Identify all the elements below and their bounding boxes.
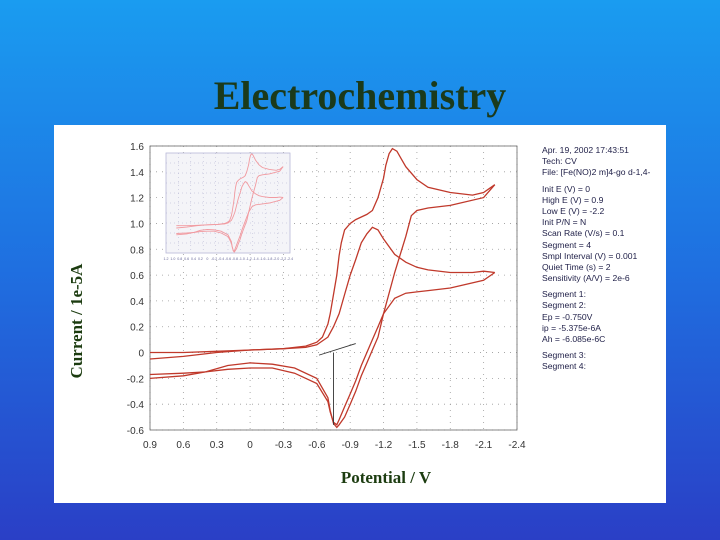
cv-curve	[149, 184, 496, 429]
y-tick-label: 1.6	[130, 142, 144, 153]
inset-tick-label: 1.0	[170, 257, 175, 261]
chart-panel: 0.9 0.6 0.3 0 -0.3 -0.6 -0.9 -1.2 -1.5 -1.8 -2.1 -2…	[54, 125, 666, 503]
axes	[149, 145, 518, 431]
y-tick-label: 0.2	[130, 323, 144, 334]
info-line: Segment 3:	[542, 350, 586, 361]
inset-curve	[176, 166, 284, 253]
x-tick-label: 0.6	[176, 440, 190, 451]
info-line: High E (V) = 0.9	[542, 194, 604, 205]
y-tick-label: 1.0	[130, 219, 144, 230]
info-line: Tech: CV	[542, 156, 577, 167]
y-tick-label: 0	[138, 349, 144, 360]
x-tick-label: -2.4	[508, 440, 526, 451]
inset-tick-label: -1.2	[246, 257, 252, 261]
y-tick-label: -0.2	[127, 374, 145, 385]
y-tick-label: 0.6	[130, 271, 144, 282]
inset-tick-label: -0.4	[218, 257, 224, 261]
x-tick-label: -0.9	[342, 440, 360, 451]
series-lines	[149, 147, 496, 429]
annotation-lines	[318, 343, 356, 425]
x-tick-label: 0.9	[143, 440, 157, 451]
inset-tick-label: 1.2	[164, 257, 169, 261]
inset-tick-label: -1.0	[239, 257, 245, 261]
inset-curve	[176, 153, 284, 229]
info-line: Segment = 4	[542, 239, 591, 250]
x-tick-label: -2.1	[475, 440, 493, 451]
info-panel: Apr. 19, 2002 17:43:51 Tech: CV File: [F…	[542, 145, 666, 373]
info-line: Scan Rate (V/s) = 0.1	[542, 228, 625, 239]
info-line: ip = -5.375e-6A	[542, 322, 602, 333]
info-line: Ah = -6.085e-6C	[542, 334, 606, 344]
y-tick-label: 1.2	[130, 194, 144, 205]
inset-chart: 1.2 1.0 0.8 0.6 0.4 0.2 0 -0.2 -0.4 -0.6 -0.8 -1.0-…	[164, 152, 293, 261]
info-line: Segment 2:	[542, 300, 586, 311]
cv-chart: 0.9 0.6 0.3 0 -0.3 -0.6 -0.9 -1.2 -1.5 -1.8 -2.1 -2…	[127, 142, 526, 451]
x-tick-label: -0.3	[275, 440, 293, 451]
info-line: Ep = -0.750V	[542, 311, 593, 322]
info-line: Quiet Time (s) = 2	[542, 261, 611, 272]
inset-tick-label: -2.0	[273, 257, 279, 261]
inset-tick-label: -1.6	[259, 257, 265, 261]
info-line: Smpl Interval (V) = 0.001	[542, 250, 638, 261]
y-tick-label: 0.4	[130, 297, 144, 308]
x-tick-label: 0	[247, 440, 253, 451]
slide-title: Electrochemistry	[213, 73, 507, 118]
inset-tick-label: 0.4	[191, 257, 196, 261]
info-line: Init E (V) = 0	[542, 183, 590, 194]
x-tick-label: -1.2	[375, 440, 393, 451]
y-tick-label: -0.4	[127, 400, 145, 411]
inset-tick-label: -1.8	[266, 257, 272, 261]
inset-tick-label: -0.6	[225, 257, 231, 261]
info-line: File: [Fe(NO)2 m]4-go d-1,4-	[542, 167, 651, 178]
info-line: Segment 1:	[542, 289, 586, 300]
y-tick-label: 0.8	[130, 245, 144, 256]
y-tick-label: 1.4	[130, 168, 144, 179]
plot-frame	[149, 145, 518, 431]
info-line: Init P/N = N	[542, 217, 587, 228]
inset-tick-label: 0.2	[198, 257, 203, 261]
x-tick-label: -1.8	[442, 440, 460, 451]
inset-tick-label: -1.4	[252, 257, 258, 261]
cv-curve	[150, 226, 495, 354]
info-line: Sensitivity (A/V) = 2e-6	[542, 273, 630, 284]
info-line: Low E (V) = -2.2	[542, 205, 605, 216]
inset-curve	[176, 197, 284, 252]
inset-tick-label: 0.8	[177, 257, 182, 261]
cv-curve	[149, 271, 496, 426]
inset-tick-label: 0	[206, 257, 208, 261]
info-line: Segment 4:	[542, 361, 586, 372]
tick-labels: 0.9 0.6 0.3 0 -0.3 -0.6 -0.9 -1.2 -1.5 -1.8 -2.1 -2…	[127, 142, 526, 451]
inset-tick-label: -2.2	[280, 257, 286, 261]
x-tick-label: -1.5	[408, 440, 426, 451]
y-tick-label: -0.6	[127, 426, 145, 437]
x-tick-label: 0.3	[210, 440, 224, 451]
inset-tick-label: -0.8	[232, 257, 238, 261]
x-axis-label: Potential / V	[340, 468, 432, 487]
inset-curve	[176, 181, 284, 227]
cv-curve	[149, 147, 496, 360]
inset-tick-label: 0.6	[184, 257, 189, 261]
baseline-line	[318, 343, 356, 356]
inset-tick-label: -0.2	[211, 257, 217, 261]
inset-tick-label: -2.4	[287, 257, 293, 261]
info-line: Apr. 19, 2002 17:43:51	[542, 145, 629, 155]
x-tick-label: -0.6	[308, 440, 326, 451]
y-axis-label: Current / 1e-5A	[67, 263, 86, 379]
